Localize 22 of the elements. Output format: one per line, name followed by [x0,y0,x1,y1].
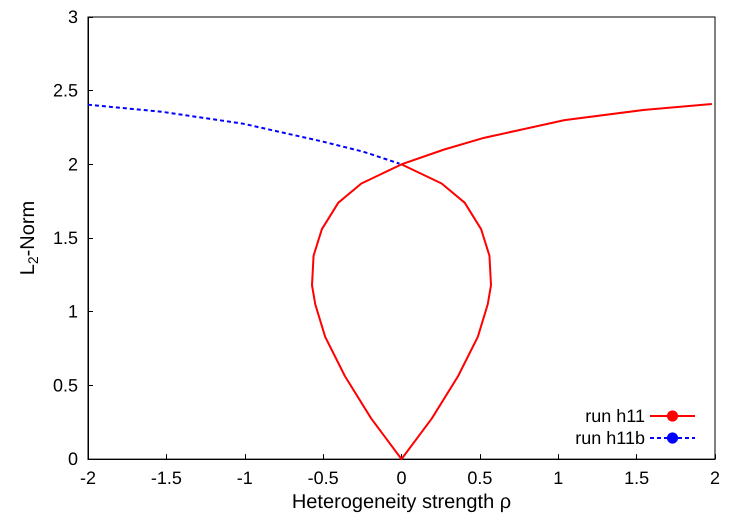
y-axis-title: L2-Norm [17,200,41,276]
x-tick-label: 1.5 [624,468,650,488]
y-tick-label: 2.5 [52,80,78,101]
x-tick-label: 0 [396,468,407,488]
y-tick-label: 1 [68,302,78,322]
legend-label: run h11b [575,428,645,448]
x-tick-label: 2 [710,468,720,488]
x-axis-title: Heterogeneity strength ρ [292,491,512,513]
x-tick-label: 0.5 [467,468,492,488]
x-tick-label: -1 [236,468,253,488]
legend-label: run h11 [585,406,645,426]
y-tick-label: 1.5 [52,228,78,248]
x-tick-label: 1 [553,468,564,488]
x-tick-label: -1.5 [150,468,182,488]
y-tick-label: 2 [68,154,78,174]
x-tick-label: -2 [80,468,96,488]
x-tick-label: -0.5 [308,468,339,488]
y-tick-label: 3 [68,7,78,27]
y-tick-label: 0 [68,449,78,470]
line-series [87,104,400,165]
line-series [310,102,713,460]
y-tick-label: 0.5 [52,375,78,396]
